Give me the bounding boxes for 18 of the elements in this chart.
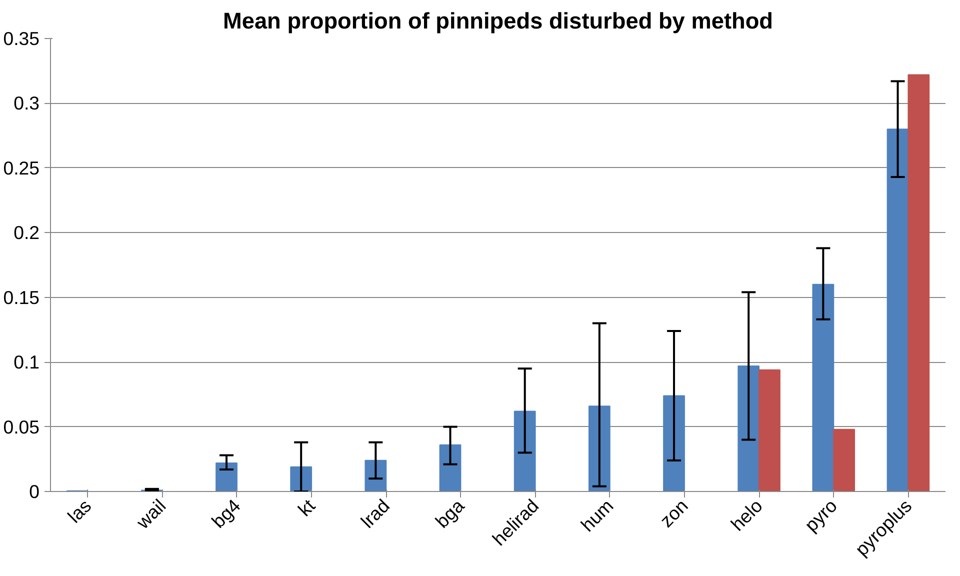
x-tick-label: bga <box>431 494 469 532</box>
x-tick-label: kt <box>294 494 320 520</box>
x-tick-label: zon <box>656 495 692 532</box>
x-tick-label: hum <box>576 495 618 536</box>
chart-title: Mean proportion of pinnipeds disturbed by method <box>222 8 774 34</box>
x-tick-label: bg4 <box>208 495 244 532</box>
y-tick-label: 0 <box>29 481 40 502</box>
x-tick-label: las <box>64 495 96 527</box>
y-tick-label: 0.3 <box>14 92 40 114</box>
y-tick-label: 0.25 <box>3 157 40 178</box>
x-tick-label: wail <box>132 495 170 534</box>
y-tick-label: 0.05 <box>3 416 40 438</box>
y-tick-label: 0.35 <box>3 28 40 49</box>
y-tick-label: 0.15 <box>3 286 40 308</box>
x-tick-label: helo <box>726 495 766 535</box>
y-tick-label: 0.1 <box>14 352 40 373</box>
x-tick-label: lrad <box>356 495 394 532</box>
y-tick-label: 0.2 <box>14 222 40 244</box>
